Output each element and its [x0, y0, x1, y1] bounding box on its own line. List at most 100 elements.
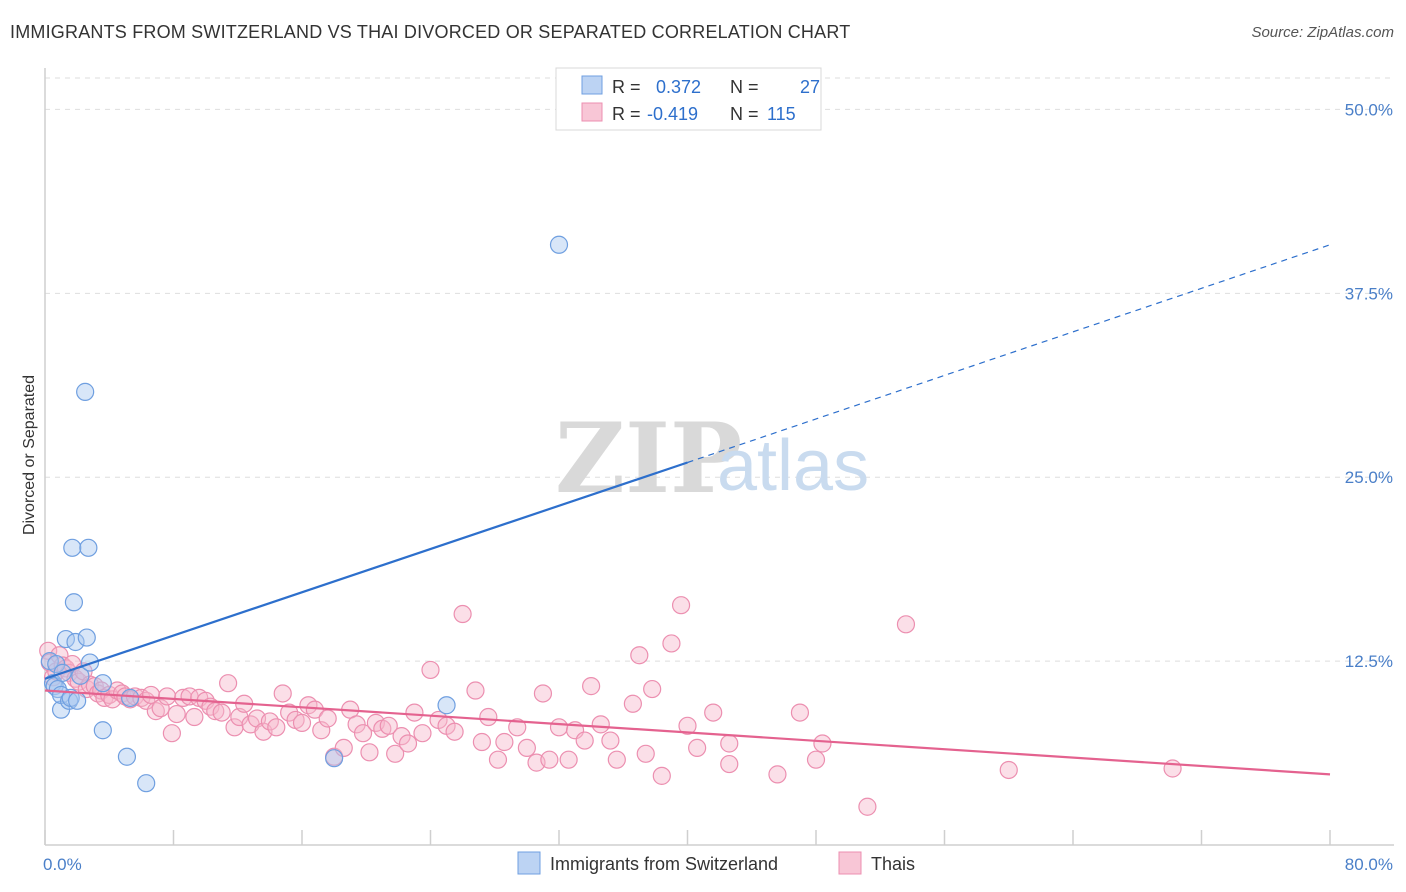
data-point — [167, 704, 186, 724]
data-point — [76, 382, 95, 401]
data-point — [488, 750, 508, 769]
data-point — [398, 734, 418, 753]
data-point — [999, 760, 1018, 780]
data-point — [280, 703, 299, 722]
data-point — [630, 646, 649, 665]
data-point — [318, 709, 337, 728]
data-point — [93, 674, 112, 693]
data-point — [146, 702, 165, 721]
data-point — [643, 679, 662, 699]
data-point — [68, 691, 87, 710]
data-point — [508, 718, 527, 737]
data-point — [575, 731, 594, 750]
data-point — [688, 738, 707, 758]
trend-line-pink — [44, 689, 1331, 776]
legend-swatch-blue — [581, 75, 603, 95]
data-point — [790, 703, 810, 722]
data-point — [768, 765, 787, 784]
bottom-legend-swatch-blue — [517, 851, 541, 875]
data-point — [601, 731, 620, 750]
data-point — [66, 632, 85, 652]
data-point — [121, 688, 140, 707]
data-point — [472, 732, 491, 752]
data-point — [93, 721, 112, 740]
trend-lines — [44, 244, 1331, 776]
data-point — [720, 754, 739, 774]
data-point — [540, 750, 559, 769]
trend-line-blue-extension — [687, 244, 1331, 464]
data-point — [379, 716, 398, 735]
data-point — [405, 703, 424, 722]
data-point — [137, 774, 156, 793]
data-point — [79, 538, 98, 557]
data-point — [896, 615, 916, 634]
legend-n-label-pink: N = — [730, 104, 759, 124]
legend-r-label-blue: R = — [612, 77, 641, 97]
data-point — [162, 724, 181, 743]
data-point — [549, 718, 569, 737]
data-point — [437, 696, 456, 715]
y-tick-label: 25.0% — [1345, 468, 1393, 487]
data-point — [386, 744, 405, 763]
data-point — [312, 721, 331, 740]
axes — [44, 68, 1394, 846]
trend-line-blue — [44, 461, 688, 680]
data-point — [360, 743, 379, 762]
data-point — [117, 747, 137, 766]
data-point — [392, 727, 411, 746]
data-point — [549, 235, 569, 254]
data-point — [219, 674, 238, 693]
data-point — [559, 750, 578, 769]
y-tick-label: 37.5% — [1345, 284, 1393, 303]
x-tick-label-min: 0.0% — [43, 855, 82, 874]
data-point — [77, 628, 96, 647]
chart-title: IMMIGRANTS FROM SWITZERLAND VS THAI DIVO… — [10, 22, 851, 42]
watermark: ZIP atlas — [555, 402, 869, 515]
bottom-legend-label-blue: Immigrants from Switzerland — [550, 854, 778, 874]
data-point — [157, 687, 177, 706]
legend-r-label-pink: R = — [612, 104, 641, 124]
data-point — [517, 738, 536, 758]
data-point — [720, 734, 739, 753]
data-point — [466, 681, 485, 700]
legend-n-value-pink: 115 — [767, 104, 796, 124]
bottom-legend: Immigrants from Switzerland Thais — [517, 851, 915, 875]
y-axis-label: Divorced or Separated — [21, 375, 38, 535]
data-point — [623, 694, 642, 713]
data-point — [325, 749, 344, 768]
data-point — [636, 744, 655, 763]
x-tick-label-max: 80.0% — [1345, 855, 1393, 874]
data-point — [607, 750, 626, 769]
data-point — [174, 688, 193, 707]
data-point — [1163, 759, 1182, 778]
data-point — [806, 750, 826, 769]
data-point — [704, 703, 723, 722]
legend-r-value-blue: 0.372 — [656, 77, 701, 97]
data-point — [151, 699, 170, 718]
watermark-atlas: atlas — [717, 426, 869, 506]
series-thais — [39, 596, 1182, 816]
y-tick-labels: 12.5% 25.0% 37.5% 50.0% — [1345, 100, 1393, 671]
data-point — [445, 722, 464, 741]
chart-source: Source: ZipAtlas.com — [1251, 24, 1394, 41]
data-point — [273, 684, 292, 703]
data-point — [64, 593, 84, 612]
bottom-legend-swatch-pink — [838, 851, 862, 875]
bottom-legend-label-pink: Thais — [871, 854, 915, 874]
data-point — [185, 707, 204, 727]
legend-r-value-pink: -0.419 — [647, 104, 698, 124]
x-ticks — [44, 830, 1331, 845]
data-point — [353, 724, 373, 743]
data-point — [267, 718, 286, 737]
data-point — [495, 732, 514, 752]
data-point — [582, 677, 601, 696]
data-point — [479, 707, 498, 727]
data-point — [212, 703, 231, 722]
data-point — [858, 797, 877, 816]
data-point — [652, 766, 671, 785]
data-point — [678, 716, 697, 735]
data-point — [413, 724, 432, 743]
legend-n-label-blue: N = — [730, 77, 759, 97]
y-tick-label: 12.5% — [1345, 652, 1393, 671]
